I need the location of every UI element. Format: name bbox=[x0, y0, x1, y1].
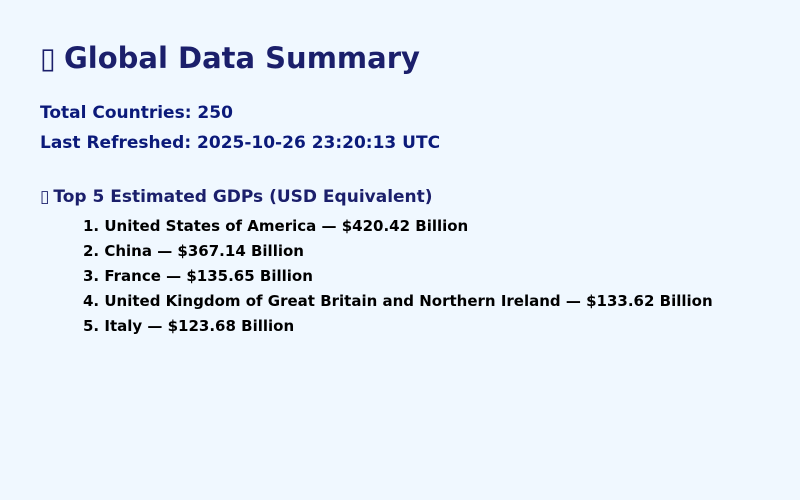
top-gdps-list: 1. United States of America — $420.42 Bi… bbox=[40, 214, 780, 339]
top-gdps-heading: ▯ Top 5 Estimated GDPs (USD Equivalent) bbox=[40, 184, 780, 210]
top-gdps-heading-text: Top 5 Estimated GDPs (USD Equivalent) bbox=[53, 187, 433, 207]
page-title: ▯ Global Data Summary bbox=[40, 38, 780, 78]
globe-icon: ▯ bbox=[40, 41, 56, 75]
last-refreshed: Last Refreshed: 2025-10-26 23:20:13 UTC bbox=[40, 133, 441, 153]
page-title-text: Global Data Summary bbox=[63, 41, 420, 75]
list-item: 2. China — $367.14 Billion bbox=[83, 242, 304, 260]
list-item: 3. France — $135.65 Billion bbox=[83, 267, 313, 285]
summary-meta: Total Countries: 250 Last Refreshed: 202… bbox=[40, 98, 780, 158]
total-countries: Total Countries: 250 bbox=[40, 103, 233, 123]
summary-page: ▯ Global Data Summary Total Countries: 25… bbox=[40, 38, 780, 339]
list-item: 4. United Kingdom of Great Britain and N… bbox=[83, 292, 713, 310]
chart-icon: ▯ bbox=[40, 187, 50, 207]
list-item: 5. Italy — $123.68 Billion bbox=[83, 317, 295, 335]
list-item: 1. United States of America — $420.42 Bi… bbox=[83, 217, 469, 235]
